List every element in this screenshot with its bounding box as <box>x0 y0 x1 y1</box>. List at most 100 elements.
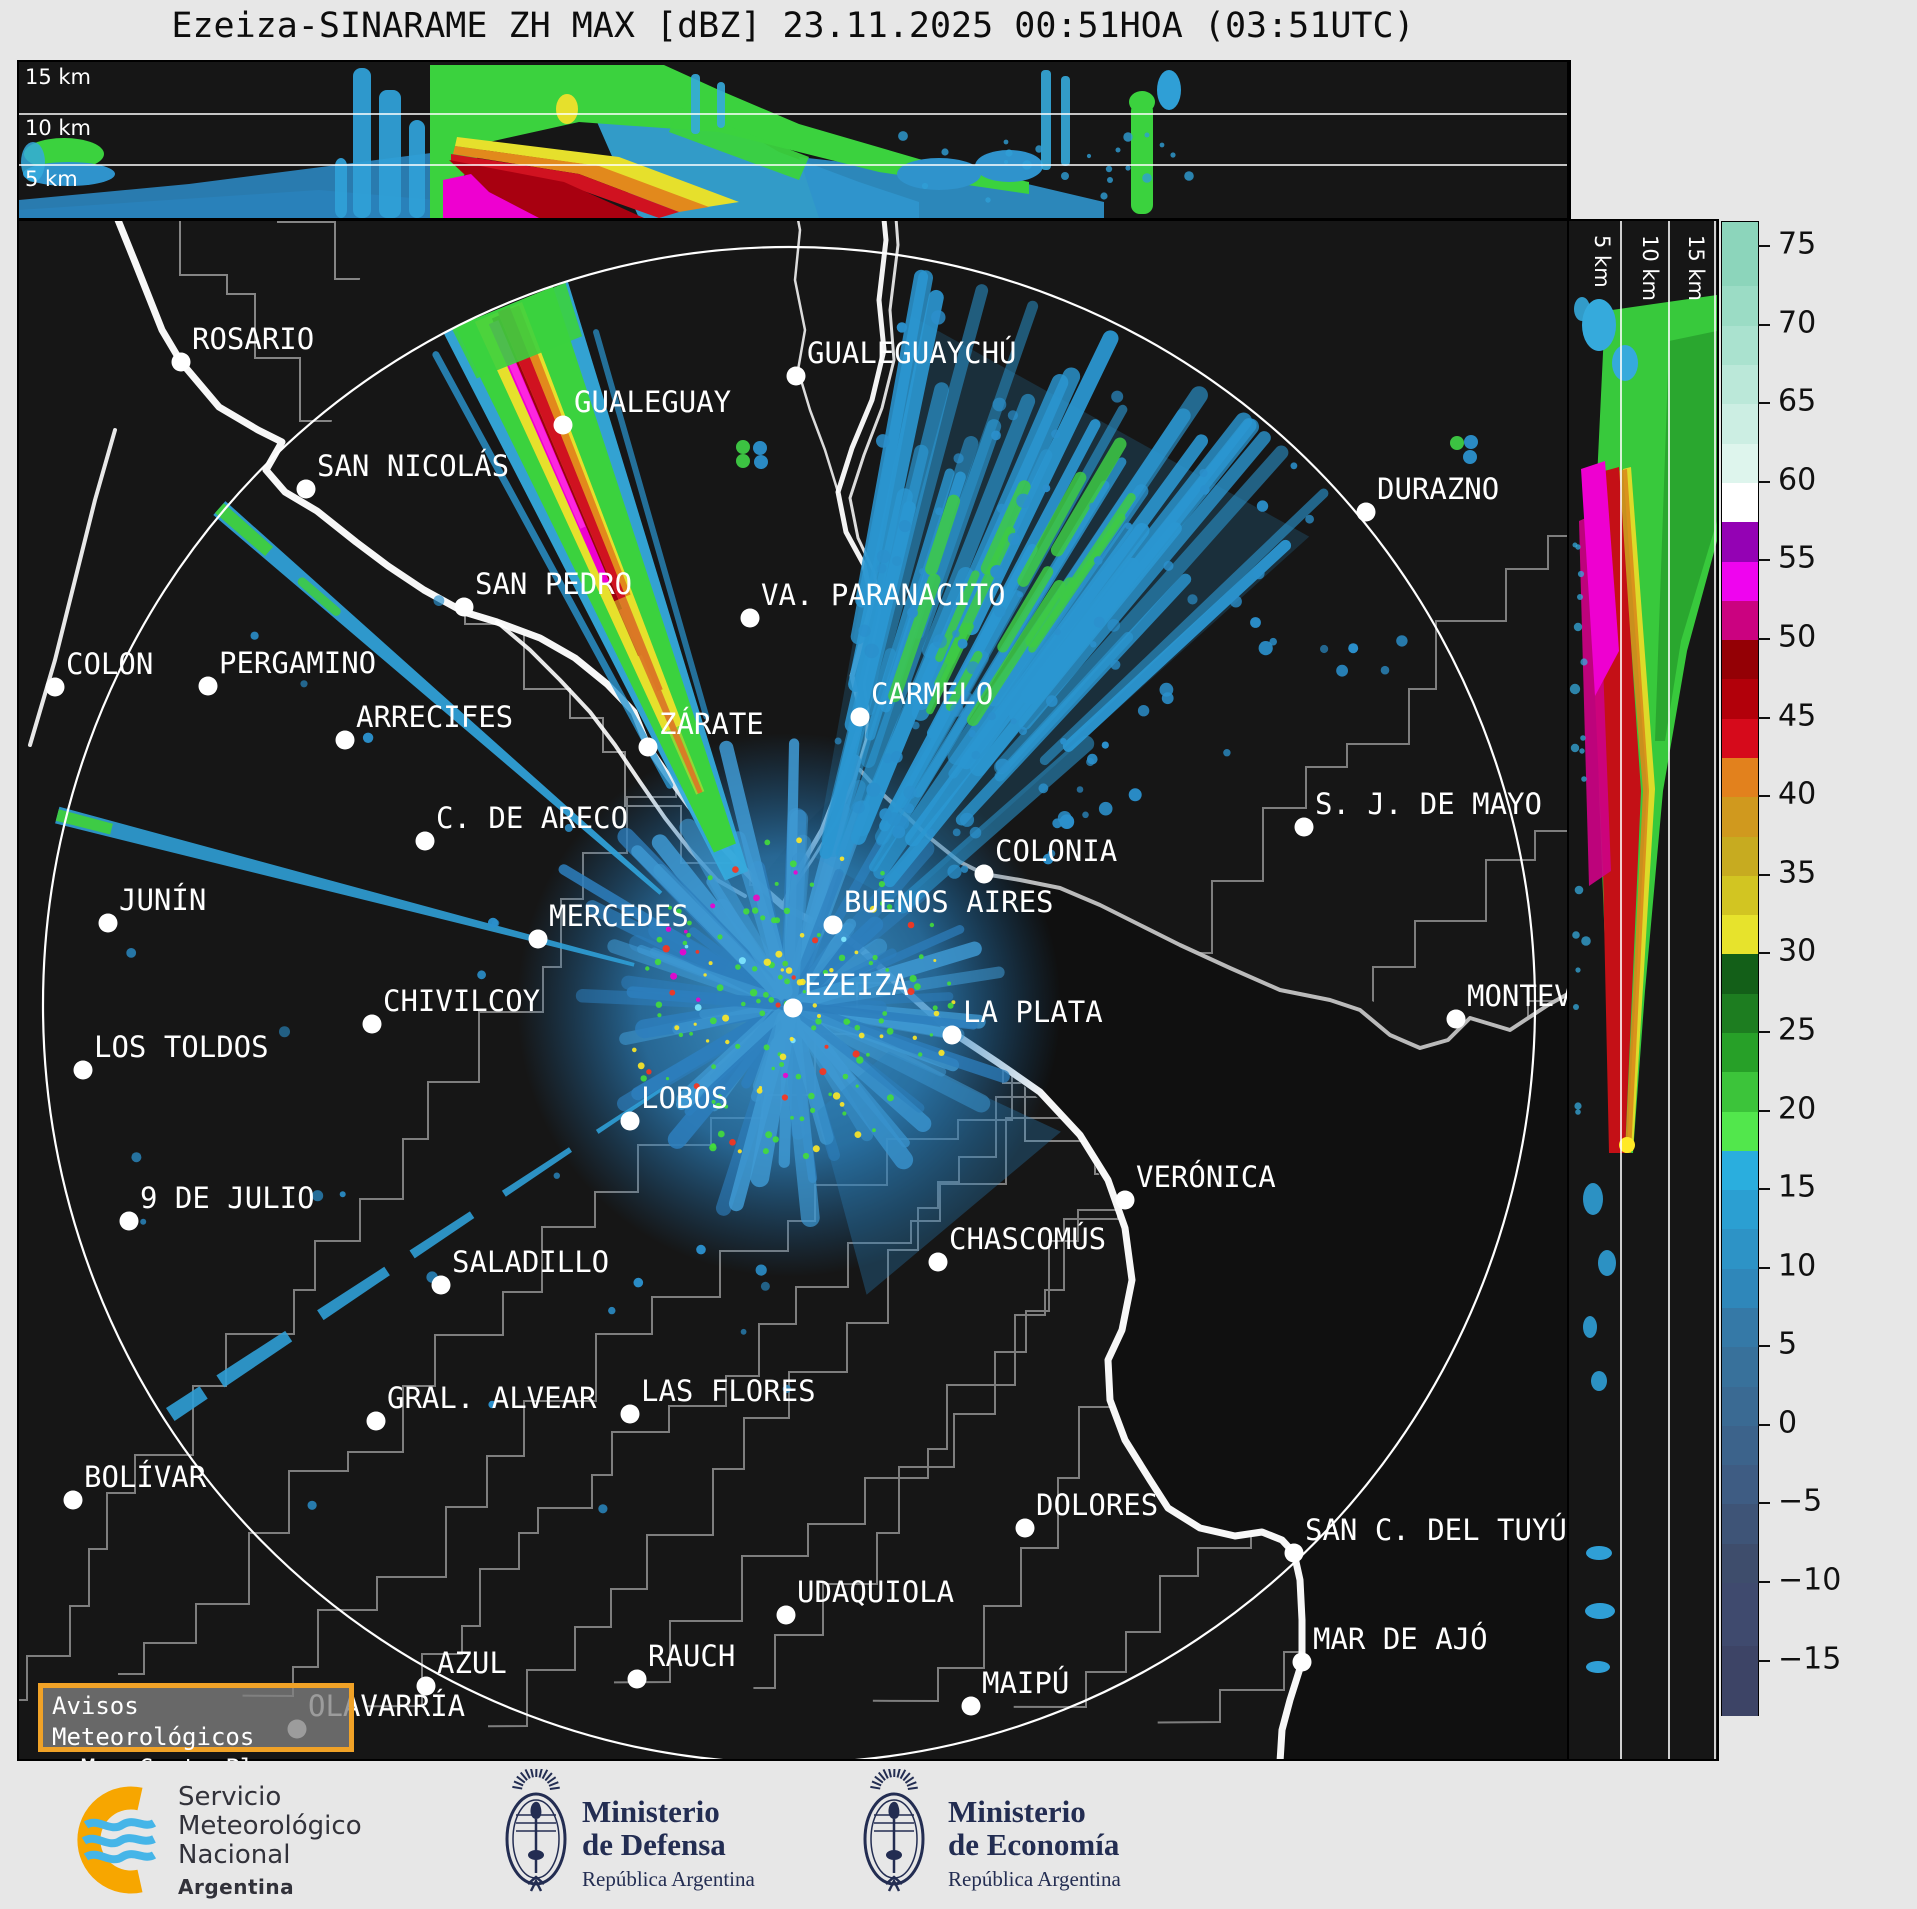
colorbar-segment <box>1722 1386 1758 1427</box>
radar-echo-spoke <box>850 641 944 845</box>
radar-echo-dot <box>1256 500 1269 512</box>
warning-box: Avisos Meteorológicos a Muy Corto Plazo <box>38 1683 354 1782</box>
emblem-sun-ray <box>871 1780 882 1787</box>
radar-echo-spoke <box>706 876 787 999</box>
colorbar-tick-mark <box>1758 795 1770 798</box>
radar-echo-speckle <box>771 1066 775 1071</box>
radar-echo-speckle <box>802 1152 810 1160</box>
radar-echo-dot <box>898 131 908 141</box>
colorbar-tick-mark <box>1758 1580 1770 1583</box>
radar-echo-dot <box>279 1026 290 1038</box>
smn-wordmark: Servicio Meteorológico Nacional Argentin… <box>178 1783 362 1902</box>
city-marker <box>198 676 218 696</box>
radar-echo-speckle <box>796 837 802 844</box>
radar-echo-dot <box>866 782 881 797</box>
radar-echo-dot <box>608 1306 616 1315</box>
radar-echo-dot <box>957 638 968 649</box>
emblem-sun-ray <box>904 1776 915 1784</box>
radar-echo-dot <box>300 680 308 688</box>
colorbar-segment <box>1722 757 1758 798</box>
city-label: GUALEGUAYCHÚ <box>807 336 1017 370</box>
radar-echo-speckle <box>811 1025 817 1031</box>
radar-echo <box>1585 1603 1615 1619</box>
radar-echo-dot <box>696 1244 706 1255</box>
radar-echo-dot <box>1290 462 1298 470</box>
radar-echo-dot <box>876 434 890 448</box>
colorbar-tick-label: −5 <box>1778 1483 1823 1519</box>
radar-echo-dot <box>362 732 374 743</box>
radar-echo-speckle <box>668 905 672 910</box>
radar-echo-speckle <box>709 1017 717 1025</box>
radar-echo-dot <box>1016 591 1024 598</box>
radar-echo-speckle <box>929 922 935 928</box>
radar-echo-dot <box>1016 493 1031 508</box>
radar-echo-dot <box>1199 468 1208 478</box>
radar-echo <box>21 142 45 182</box>
radar-echo-speckle <box>717 1094 722 1099</box>
radar-echo-speckle <box>842 1111 847 1116</box>
radar-echo-speckle <box>918 954 924 960</box>
page-title: Ezeiza-SINARAME ZH MAX [dBZ] 23.11.2025 … <box>171 6 1415 46</box>
radar-echo-speckle <box>885 968 890 972</box>
radar-echo-speckle <box>789 860 797 868</box>
radar-echo-speckle <box>774 881 779 886</box>
radar-echo <box>1157 70 1181 110</box>
department-border <box>1157 1259 1302 1724</box>
emblem-sun-ray <box>874 1775 884 1784</box>
radar-echo-dot <box>1573 622 1583 632</box>
radar-echo-dot <box>911 721 920 730</box>
radar-echo-speckle <box>774 917 781 924</box>
radar-echo-dot <box>1575 1109 1581 1115</box>
radar-echo-dot <box>1098 801 1113 816</box>
radar-echo-dot <box>987 712 996 721</box>
radar-echo-dot <box>1250 617 1261 628</box>
colorbar-tick-mark <box>1758 323 1770 326</box>
radar-echo <box>1655 331 1717 741</box>
emblem-sun-ray <box>524 1769 531 1779</box>
radar-echo-speckle <box>632 1047 637 1053</box>
radar-echo-dot <box>935 507 944 516</box>
city-label: LOBOS <box>641 1081 728 1115</box>
radar-echo-dot <box>1580 658 1588 666</box>
city-label: ZÁRATE <box>659 707 764 741</box>
colorbar-tick-mark <box>1758 1659 1770 1662</box>
radar-echo <box>611 595 705 795</box>
radar-echo-spoke <box>1021 412 1253 705</box>
radar-echo-dot <box>892 556 902 566</box>
radar-echo-speckle <box>951 1000 956 1005</box>
warning-line-1: Avisos Meteorológicos <box>52 1692 255 1751</box>
colorbar-tick-label: 20 <box>1778 1090 1817 1126</box>
radar-echo-dot <box>926 828 936 838</box>
radar-echo-dot <box>932 634 947 649</box>
radar-echo <box>1061 76 1070 166</box>
radar-echo-speckle <box>738 957 746 965</box>
radar-echo-dot <box>1579 748 1585 754</box>
radar-echo-dot <box>1170 152 1176 158</box>
radar-echo-dot <box>1450 436 1464 450</box>
radar-echo-dot <box>1572 931 1580 939</box>
radar-echo-speckle <box>790 1115 794 1120</box>
colorbar-segment <box>1722 836 1758 877</box>
radar-echo-speckle <box>858 1032 865 1039</box>
city-marker <box>296 479 316 499</box>
colorbar-tick-mark <box>1758 480 1770 483</box>
radar-echo-speckle <box>822 969 829 975</box>
radar-echo-spoke <box>966 579 1066 726</box>
radar-echo-speckle <box>793 870 798 875</box>
colorbar-tick-label: 70 <box>1778 305 1817 341</box>
colorbar-tick-mark <box>1758 1188 1770 1191</box>
radar-echo <box>1041 70 1051 170</box>
city-label: S. J. DE MAYO <box>1315 787 1542 821</box>
radar-echo <box>1586 1661 1610 1673</box>
colorbar-segment <box>1722 718 1758 759</box>
radar-echo-dot <box>1046 695 1058 707</box>
radar-echo-dot <box>1047 849 1056 858</box>
radar-echo-speckle <box>743 908 750 915</box>
radar-echo-speckle <box>645 966 650 971</box>
right-cross-section-panel: 5 km 10 km 15 km <box>1569 221 1717 1759</box>
radar-echo-speckle <box>802 990 807 994</box>
radar-echo-dot <box>950 703 964 717</box>
city-marker <box>740 608 760 628</box>
colorbar-segment <box>1722 1229 1758 1270</box>
radar-echo-dot <box>1035 145 1043 153</box>
